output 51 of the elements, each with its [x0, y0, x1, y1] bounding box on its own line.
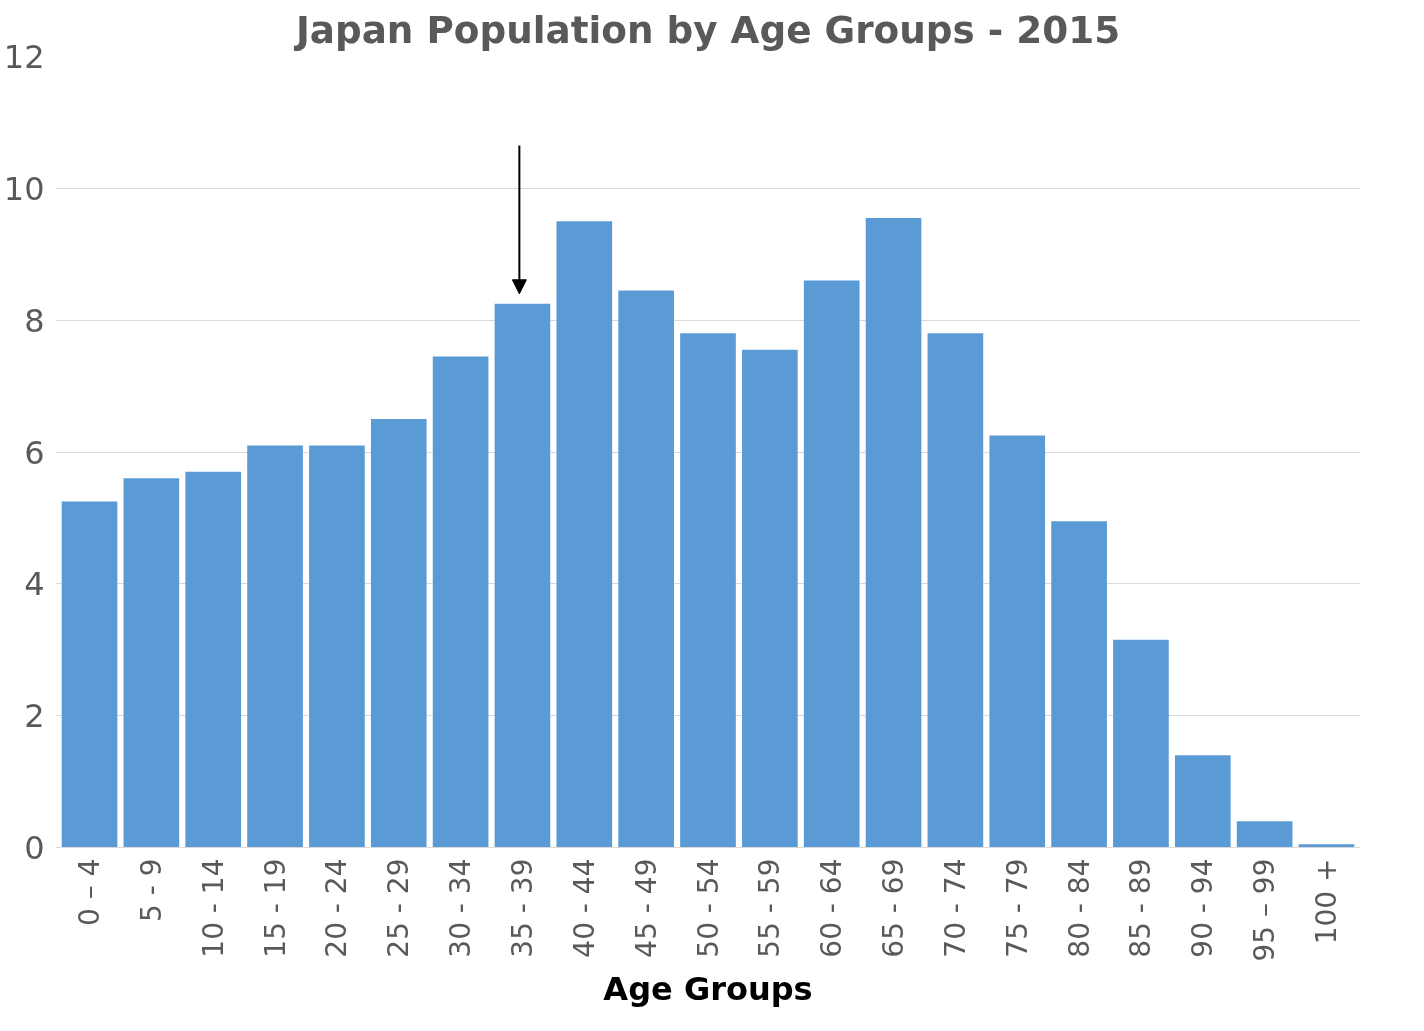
x-tick-label: 35 - 39 — [505, 858, 539, 958]
y-tick-label: 8 — [24, 301, 45, 340]
bar — [309, 445, 365, 848]
bar — [865, 218, 922, 848]
bar — [1298, 844, 1355, 848]
x-tick-label: 85 - 89 — [1124, 858, 1158, 958]
y-tick-label: 10 — [3, 169, 45, 208]
bar — [1113, 639, 1169, 848]
bar — [247, 445, 303, 848]
x-tick-label: 55 - 59 — [753, 858, 787, 958]
y-tick-label: 4 — [24, 565, 45, 604]
bar — [185, 471, 242, 848]
x-tick-label: 65 - 69 — [877, 858, 911, 958]
x-tick-label: 100 + — [1309, 858, 1343, 945]
x-tick-label: 60 - 64 — [815, 858, 849, 958]
bar — [556, 221, 613, 848]
x-tick-label: 75 - 79 — [1000, 858, 1034, 958]
bar — [680, 333, 736, 848]
x-tick-label: 45 - 49 — [629, 858, 663, 958]
bar — [61, 501, 118, 848]
x-axis-title: Age Groups — [603, 969, 813, 1008]
bar — [618, 290, 674, 848]
bar — [494, 303, 551, 848]
x-tick-label: 80 - 84 — [1062, 858, 1096, 958]
y-tick-label: 12 — [3, 38, 45, 76]
x-tick-label: 40 - 44 — [567, 858, 601, 958]
x-tick-label: 25 - 29 — [382, 858, 416, 958]
bar — [803, 280, 860, 848]
x-tick-label: 0 – 4 — [73, 858, 107, 926]
x-tick-label: 15 - 19 — [258, 858, 292, 958]
x-tick-label: 90 - 94 — [1186, 858, 1220, 958]
x-tick-label: 10 - 14 — [196, 858, 230, 958]
chart-title: Japan Population by Age Groups - 2015 — [292, 7, 1121, 52]
bar — [432, 356, 489, 848]
bar — [927, 333, 984, 848]
x-tick-label: 70 - 74 — [938, 858, 972, 958]
bar — [989, 435, 1046, 848]
x-tick-label: 95 – 99 — [1248, 858, 1282, 962]
x-tick-label: 5 - 9 — [134, 858, 168, 923]
x-tick-label: 20 - 24 — [320, 858, 354, 958]
bar — [1236, 821, 1293, 848]
x-tick-label: 30 - 34 — [444, 858, 478, 958]
y-tick-label: 0 — [24, 829, 45, 867]
x-tick-label: 50 - 54 — [691, 858, 725, 958]
bar — [123, 478, 180, 848]
y-tick-label: 6 — [24, 433, 45, 472]
bar — [1174, 755, 1231, 848]
bar — [742, 349, 798, 848]
y-tick-label: 2 — [24, 697, 45, 736]
bar — [370, 419, 427, 848]
bar — [1051, 521, 1107, 848]
